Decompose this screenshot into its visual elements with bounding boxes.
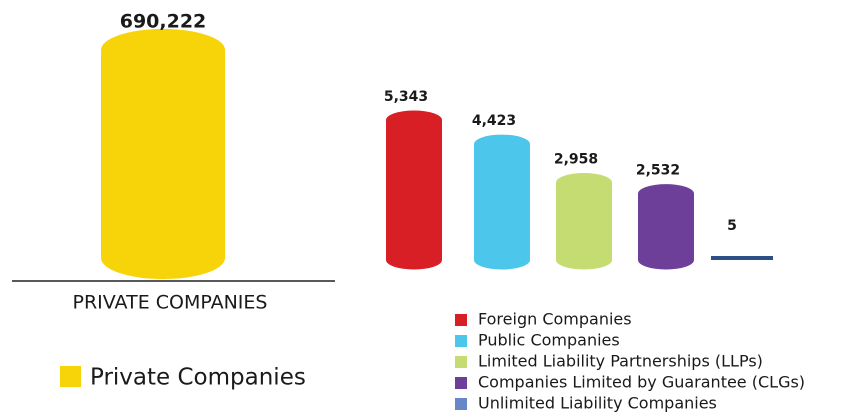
legend-swatch [455,314,467,326]
bar-top [638,184,694,204]
bar-top [474,134,530,154]
legend-swatch [455,356,467,368]
bar [474,144,530,260]
legend-swatch [455,377,467,389]
bar [638,193,694,260]
bar-bottom [556,250,612,270]
bar [101,50,225,258]
legend-label: Public Companies [478,331,620,350]
bar [711,256,773,260]
value-label: 2,958 [554,151,598,167]
value-label: 5,343 [384,89,428,105]
bar-top [556,172,612,193]
value-label: 690,222 [120,11,207,33]
legend-label: Unlimited Liability Companies [478,394,717,413]
bar [386,120,442,260]
legend-swatch [455,335,467,347]
bar-top [386,110,442,130]
bar-bottom [638,250,694,270]
value-label: 5 [727,218,737,234]
bar-bottom [386,250,442,270]
legend-label: Limited Liability Partnerships (LLPs) [478,352,763,371]
bar-top [101,28,225,72]
value-label: 4,423 [472,113,516,129]
x-label: PRIVATE COMPANIES [73,292,268,314]
value-label: 2,532 [636,163,680,179]
bar-bottom [101,236,225,280]
legend-label: Foreign Companies [478,310,632,329]
legend-label: Companies Limited by Guarantee (CLGs) [478,373,805,392]
bar-bottom [474,250,530,270]
legend-swatch [60,366,81,387]
bar [556,182,612,260]
legend-label: Private Companies [90,365,306,391]
legend-swatch [455,398,467,410]
